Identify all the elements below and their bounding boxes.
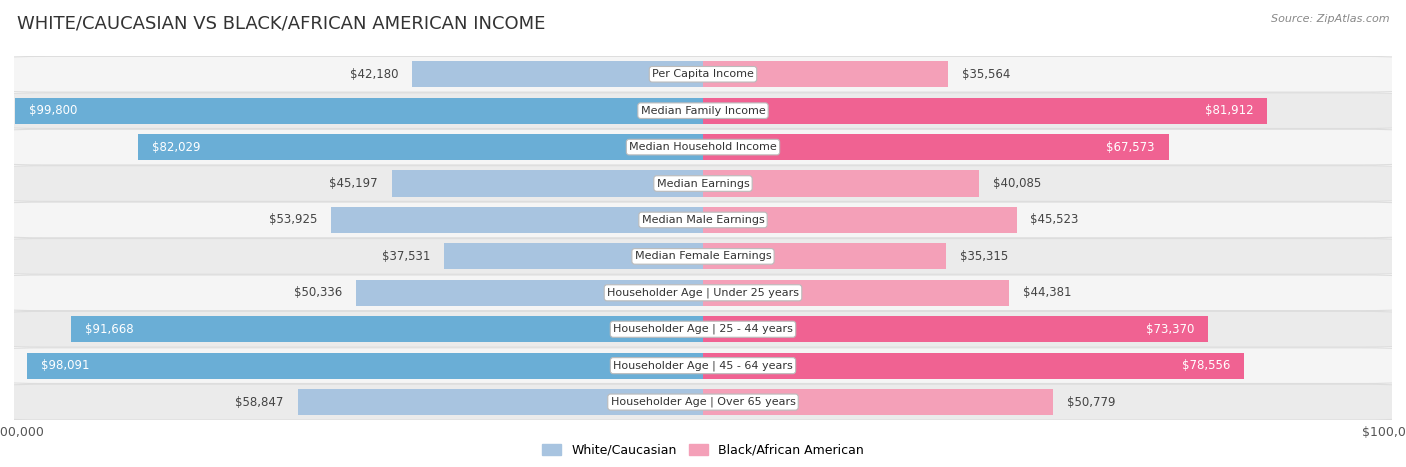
Text: $99,800: $99,800 [30, 104, 77, 117]
Text: Source: ZipAtlas.com: Source: ZipAtlas.com [1271, 14, 1389, 24]
FancyBboxPatch shape [11, 202, 1395, 238]
Text: $81,912: $81,912 [1205, 104, 1254, 117]
FancyBboxPatch shape [11, 311, 1395, 347]
Bar [298, 389, 703, 415]
Text: $91,668: $91,668 [86, 323, 134, 336]
Text: $45,197: $45,197 [329, 177, 378, 190]
Text: Median Household Income: Median Household Income [628, 142, 778, 152]
Text: Householder Age | Over 65 years: Householder Age | Over 65 years [610, 397, 796, 407]
Bar [72, 316, 703, 342]
Text: $44,381: $44,381 [1022, 286, 1071, 299]
Bar [356, 280, 703, 306]
Text: $50,336: $50,336 [294, 286, 343, 299]
Text: $58,847: $58,847 [235, 396, 284, 409]
Bar [703, 280, 1008, 306]
Text: Median Male Earnings: Median Male Earnings [641, 215, 765, 225]
Bar [703, 316, 1209, 342]
Legend: White/Caucasian, Black/African American: White/Caucasian, Black/African American [537, 439, 869, 461]
Text: $40,085: $40,085 [993, 177, 1042, 190]
Text: $50,779: $50,779 [1067, 396, 1115, 409]
Text: Householder Age | 45 - 64 years: Householder Age | 45 - 64 years [613, 361, 793, 371]
Bar [703, 207, 1017, 233]
Bar [444, 243, 703, 269]
Text: $35,564: $35,564 [962, 68, 1010, 81]
Text: $42,180: $42,180 [350, 68, 399, 81]
Bar [412, 61, 703, 87]
Text: Median Earnings: Median Earnings [657, 178, 749, 189]
Text: $73,370: $73,370 [1146, 323, 1195, 336]
Text: Householder Age | 25 - 44 years: Householder Age | 25 - 44 years [613, 324, 793, 334]
Bar [15, 98, 703, 124]
Bar [332, 207, 703, 233]
FancyBboxPatch shape [11, 275, 1395, 311]
Bar [703, 243, 946, 269]
Text: $37,531: $37,531 [382, 250, 430, 263]
Bar [703, 389, 1053, 415]
Text: $45,523: $45,523 [1031, 213, 1078, 226]
Bar [703, 61, 948, 87]
FancyBboxPatch shape [11, 93, 1395, 128]
Bar [703, 98, 1267, 124]
FancyBboxPatch shape [11, 384, 1395, 420]
FancyBboxPatch shape [11, 57, 1395, 92]
Text: $98,091: $98,091 [41, 359, 90, 372]
Text: $78,556: $78,556 [1182, 359, 1230, 372]
Bar [703, 170, 979, 197]
Text: $82,029: $82,029 [152, 141, 200, 154]
Text: $67,573: $67,573 [1107, 141, 1154, 154]
FancyBboxPatch shape [11, 239, 1395, 274]
Bar [392, 170, 703, 197]
FancyBboxPatch shape [11, 129, 1395, 165]
Bar [703, 134, 1168, 160]
Text: Median Family Income: Median Family Income [641, 106, 765, 116]
Text: WHITE/CAUCASIAN VS BLACK/AFRICAN AMERICAN INCOME: WHITE/CAUCASIAN VS BLACK/AFRICAN AMERICA… [17, 14, 546, 32]
Bar [27, 353, 703, 379]
FancyBboxPatch shape [11, 166, 1395, 201]
Text: Per Capita Income: Per Capita Income [652, 69, 754, 79]
Bar [703, 353, 1244, 379]
Bar [138, 134, 703, 160]
Text: Householder Age | Under 25 years: Householder Age | Under 25 years [607, 288, 799, 298]
Text: $35,315: $35,315 [960, 250, 1008, 263]
FancyBboxPatch shape [11, 348, 1395, 383]
Text: $53,925: $53,925 [270, 213, 318, 226]
Text: Median Female Earnings: Median Female Earnings [634, 251, 772, 262]
